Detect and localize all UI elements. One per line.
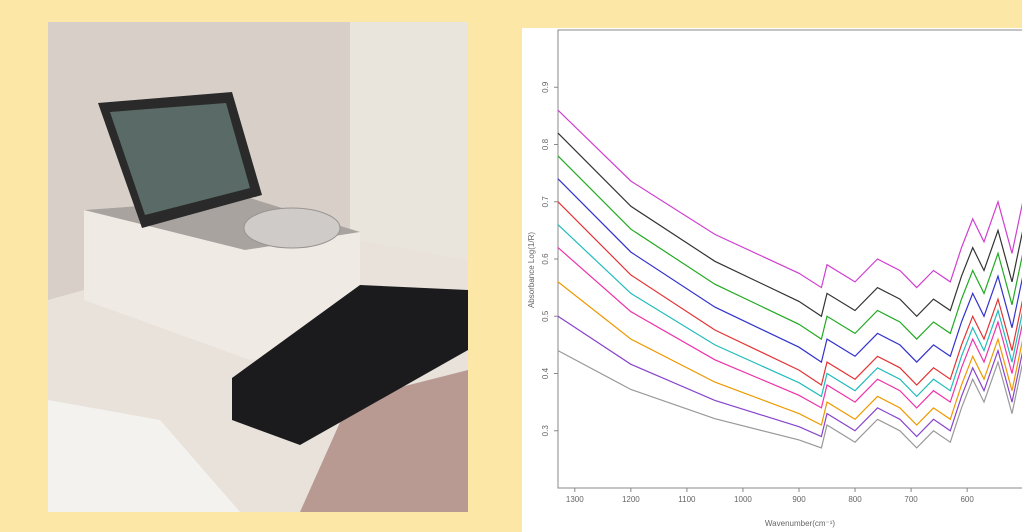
y-tick-label: 0.5 [541, 310, 550, 322]
y-axis-label: Absorbance Log(1/R) [527, 232, 536, 308]
y-tick-label: 0.9 [541, 81, 550, 93]
y-tick-label: 0.4 [541, 367, 550, 379]
y-tick-label: 0.8 [541, 138, 550, 150]
x-tick-label: 1200 [622, 495, 640, 504]
x-tick-label: 700 [904, 495, 918, 504]
y-tick-label: 0.6 [541, 253, 550, 265]
x-tick-label: 1000 [734, 495, 752, 504]
x-axis-label: Wavenumber(cm⁻¹) [765, 519, 835, 528]
photo-sample-dish [244, 208, 340, 248]
figure: Absorbance Log(1/R) Wavenumber(cm⁻¹) 0.3… [0, 0, 1022, 532]
x-tick-label: 600 [960, 495, 974, 504]
x-tick-label: 1100 [678, 495, 696, 504]
x-tick-label: 1300 [566, 495, 584, 504]
y-tick-label: 0.7 [541, 196, 550, 208]
x-tick-label: 800 [848, 495, 862, 504]
x-tick-label: 900 [792, 495, 806, 504]
photo [48, 22, 468, 512]
y-tick-label: 0.3 [541, 425, 550, 437]
photo-wall-light [350, 22, 468, 272]
